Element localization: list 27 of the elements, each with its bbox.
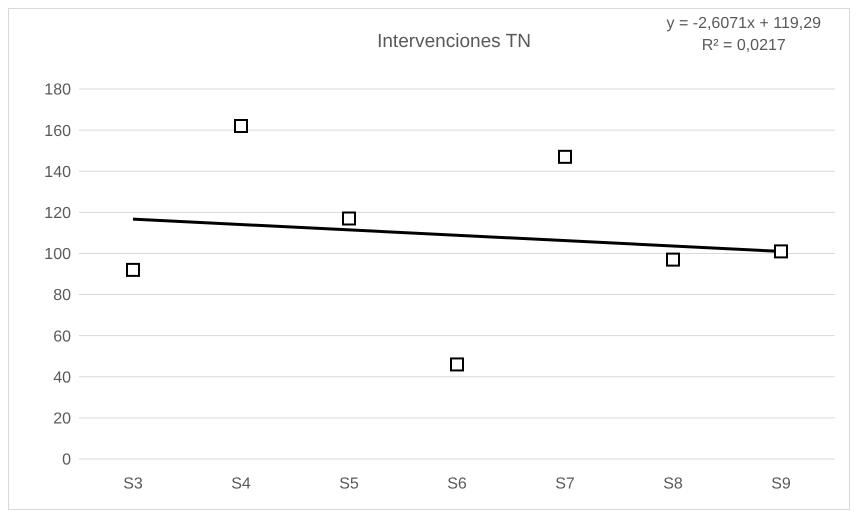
x-tick-label: S9 [771, 475, 791, 492]
point [126, 262, 140, 277]
y-tick-label: 100 [44, 246, 72, 264]
text: y = -2,6071x + 119,29 [666, 14, 821, 34]
y-tick-label: 20 [53, 410, 72, 428]
y-tick-label: 80 [53, 287, 72, 304]
y-tick-label: 0 [62, 452, 72, 469]
x-tick-label: S8 [663, 475, 683, 492]
point [558, 150, 572, 164]
point [342, 212, 356, 226]
point [450, 357, 464, 372]
point [234, 119, 248, 133]
x-tick-label: S4 [231, 475, 251, 492]
y-tick-label: 140 [44, 164, 72, 181]
point [666, 252, 680, 267]
x-tick-label: S3 [123, 475, 143, 492]
chart-title: Intervenciones TN [377, 31, 531, 52]
point [774, 244, 788, 258]
y-tick-label: 60 [53, 328, 72, 346]
y-tick-label: 120 [44, 205, 72, 222]
y-tick-label: 160 [44, 122, 72, 140]
x-tick-label: S6 [447, 475, 467, 492]
y-tick-label: 40 [53, 369, 72, 386]
text: R² = 0,0217 [700, 36, 787, 56]
y-tick-label: 180 [44, 82, 72, 99]
x-tick-label: S5 [339, 475, 359, 492]
x-tick-label: S7 [555, 475, 575, 492]
